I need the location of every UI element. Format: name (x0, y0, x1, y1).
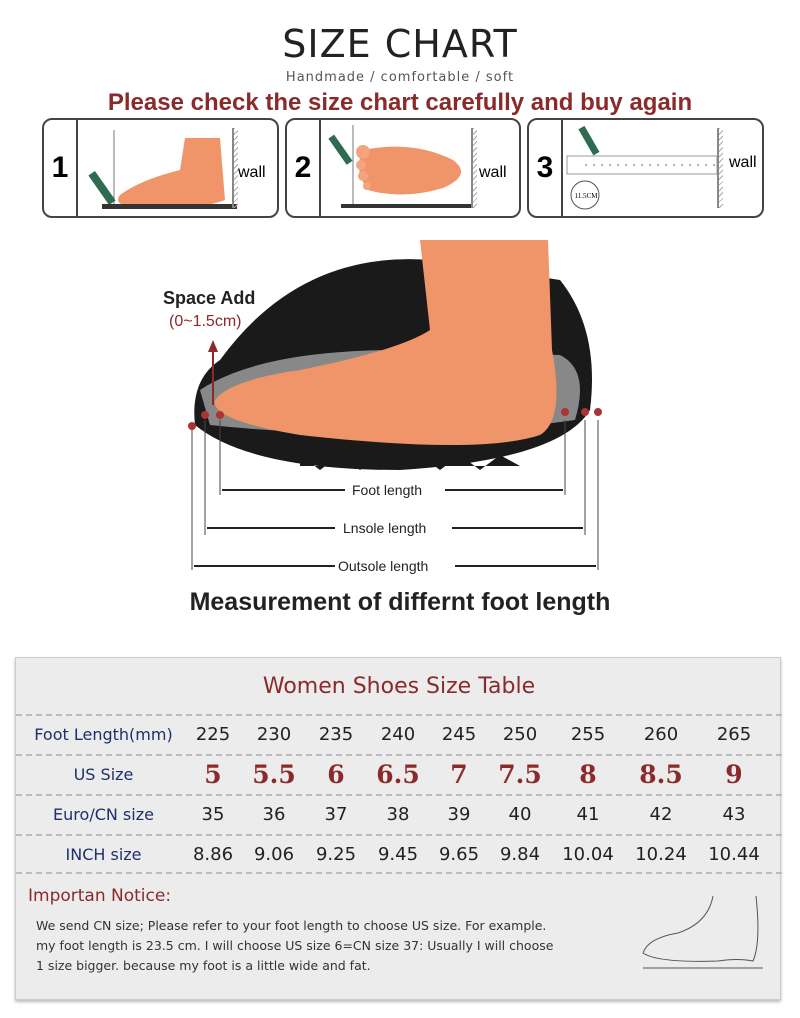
table-cell: 9.45 (377, 844, 419, 865)
table-cell: 39 (447, 804, 471, 825)
table-cell: 7 (450, 760, 468, 789)
insole-length-label: Lnsole length (343, 520, 427, 536)
row-header: Foot Length(mm) (34, 725, 173, 744)
foot-top-icon (328, 125, 471, 208)
warning-text: Please check the size chart carefully an… (107, 89, 693, 116)
outsole-length-label: Outsole length (338, 558, 429, 574)
table-cell: 9.65 (438, 844, 480, 865)
foot-sketch-icon (642, 895, 763, 969)
table-cell: 265 (716, 724, 752, 745)
diagram-caption: Measurement of differnt foot length (189, 588, 611, 616)
table-cell: 255 (570, 724, 606, 745)
ruler-icon (566, 125, 718, 210)
wall-label: wall (238, 164, 266, 181)
step-number: 2 (287, 120, 321, 216)
table-cell: 8.5 (639, 760, 683, 789)
table-cell: 7.5 (498, 760, 542, 789)
table-cell: 10.44 (708, 844, 760, 865)
foot-side-icon (88, 130, 237, 209)
row-header: INCH size (65, 845, 142, 864)
step-2-panel: 2 wall (285, 118, 521, 218)
table-cell: 8.86 (192, 844, 234, 865)
row-header: Euro/CN size (53, 805, 154, 824)
table-cell: 5 (204, 760, 222, 789)
wall-icon (471, 128, 477, 208)
table-cell: 9.25 (315, 844, 357, 865)
table-cell: 37 (324, 804, 348, 825)
space-add-label: Space Add (163, 288, 256, 308)
wall-label: wall (479, 164, 507, 181)
page-title: SIZE CHART (282, 22, 518, 66)
table-cell: 38 (386, 804, 410, 825)
notice-text: We send CN size; Please refer to your fo… (36, 916, 626, 976)
table-cell: 250 (502, 724, 538, 745)
table-cell: 5.5 (252, 760, 296, 789)
table-cell: 8 (579, 760, 597, 789)
foot-measurement-diagram (188, 240, 602, 570)
table-cell: 10.24 (635, 844, 687, 865)
wall-icon (717, 128, 723, 208)
table-row-foot-length: Foot Length(mm) 225 230 235 240 245 250 255 260 2… (16, 714, 782, 754)
step-number: 1 (44, 120, 78, 216)
step-number: 3 (529, 120, 563, 216)
table-cell: 41 (576, 804, 600, 825)
step-3-panel: 3 11.5CM wall (527, 118, 764, 218)
table-cell: 6 (327, 760, 345, 789)
notice-line: my foot length is 23.5 cm. I will choose… (36, 938, 554, 953)
ruler-label: 11.5CM (574, 192, 598, 200)
notice-line: 1 size bigger. because my foot is a litt… (36, 958, 371, 973)
table-cell: 43 (722, 804, 746, 825)
table-cell: 36 (262, 804, 286, 825)
subtitle: Handmade / comfortable / soft (285, 70, 515, 85)
table-cell: 230 (256, 724, 292, 745)
table-cell: 9 (725, 760, 743, 789)
table-row-us-size: US Size 5 5.5 6 6.5 7 7.5 8 8.5 9 (16, 754, 782, 794)
table-cell: 10.04 (562, 844, 614, 865)
size-table: Women Shoes Size Table Foot Length(mm) 22… (15, 657, 782, 1000)
row-header: US Size (73, 765, 134, 784)
table-cell: 6.5 (376, 760, 420, 789)
foot-length-label: Foot length (352, 482, 423, 498)
table-cell: 260 (643, 724, 679, 745)
table-cell: 9.84 (499, 844, 541, 865)
notice-line: We send CN size; Please refer to your fo… (36, 918, 547, 933)
table-row-inch-size: INCH size 8.86 9.06 9.25 9.45 9.65 9.84 10.04 10… (16, 834, 782, 874)
wall-icon (232, 128, 238, 208)
table-cell: 240 (380, 724, 416, 745)
step-1-panel: 1 wall (42, 118, 279, 218)
table-cell: 35 (201, 804, 225, 825)
table-cell: 245 (441, 724, 477, 745)
table-cell: 42 (649, 804, 673, 825)
table-cell: 9.06 (253, 844, 295, 865)
table-title: Women Shoes Size Table (262, 674, 536, 699)
notice-title: Importan Notice: (28, 886, 172, 906)
table-cell: 235 (318, 724, 354, 745)
table-cell: 225 (195, 724, 231, 745)
wall-label: wall (729, 154, 757, 171)
table-cell: 40 (508, 804, 532, 825)
table-row-euro-cn-size: Euro/CN size 35 36 37 38 39 40 41 42 43 (16, 794, 782, 834)
space-range-label: (0~1.5cm) (169, 313, 242, 330)
